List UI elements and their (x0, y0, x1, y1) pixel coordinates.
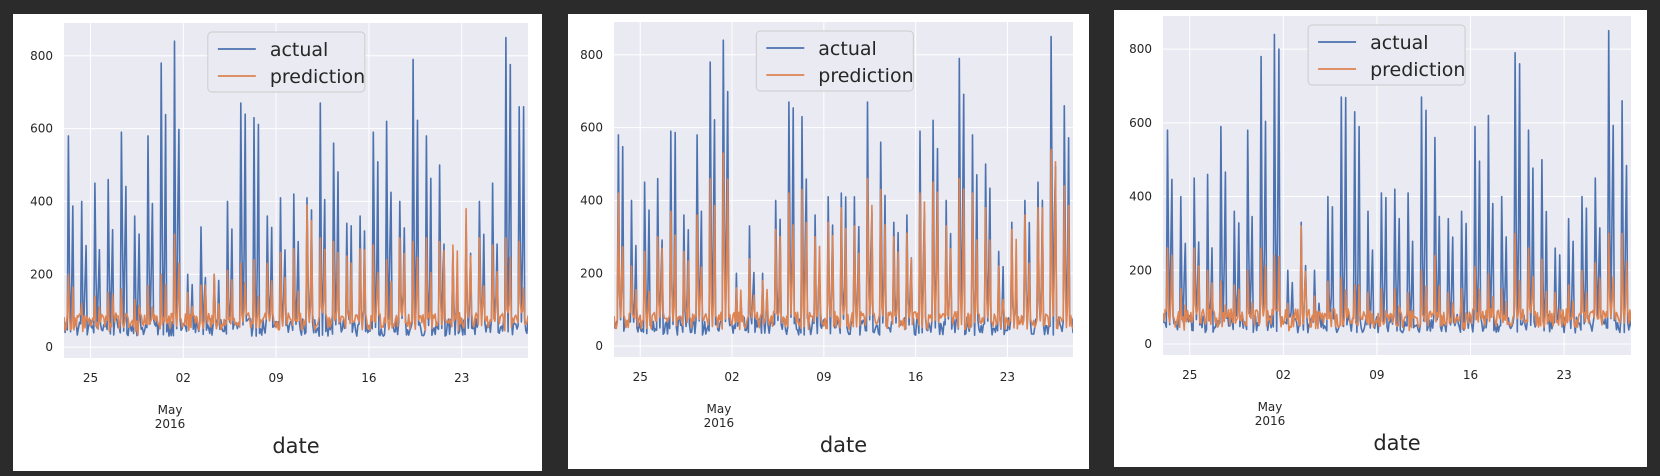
x-tick-label: 16 (361, 371, 376, 385)
x-tick-label: 23 (1557, 368, 1572, 382)
legend-box (207, 31, 366, 93)
y-tick-label: 800 (30, 49, 53, 63)
y-tick-label: 600 (1129, 116, 1152, 130)
y-tick-label: 800 (1129, 42, 1152, 56)
x-tick-label: 25 (633, 370, 648, 384)
x-axis-label: date (272, 434, 319, 458)
x-axis-label: date (1373, 431, 1420, 455)
y-tick-label: 200 (580, 266, 603, 280)
x-tick-label: 23 (1000, 370, 1015, 384)
y-tick-label: 200 (30, 267, 53, 281)
series-line-prediction (614, 148, 1073, 331)
x-tick-label: 16 (908, 370, 923, 384)
y-tick-label: 0 (45, 340, 53, 354)
x-secondary-label: 2016 (1255, 414, 1286, 428)
x-secondary-label: May (158, 403, 183, 417)
y-tick-label: 800 (580, 48, 603, 62)
y-tick-label: 0 (1144, 337, 1152, 351)
x-tick-label: 25 (83, 371, 98, 385)
chart-panel-2: 0 200 400 600 800 25 02 09 16 23 May 2016 date actual… (568, 14, 1089, 469)
x-tick-label: 09 (816, 370, 831, 384)
chart-panel-3: 0 200 400 600 800 25 02 09 16 23 May 2016 date actual… (1114, 10, 1647, 467)
x-tick-label: 25 (1182, 368, 1197, 382)
y-tick-label: 400 (30, 194, 53, 208)
x-tick-label: 16 (1463, 368, 1478, 382)
legend-label-actual: actual (1370, 32, 1429, 54)
legend-label-prediction: prediction (818, 65, 913, 87)
chart-panel-1: 0 200 400 600 800 25 02 09 16 23 May 2016 date actual… (13, 14, 542, 471)
legend-label-actual: actual (270, 39, 329, 61)
y-tick-label: 400 (580, 193, 603, 207)
y-tick-label: 600 (580, 121, 603, 135)
x-secondary-label: 2016 (704, 416, 735, 430)
y-tick-label: 400 (1129, 190, 1152, 204)
x-tick-label: 02 (1276, 368, 1291, 382)
x-tick-label: 02 (724, 370, 739, 384)
x-secondary-label: May (1258, 400, 1283, 414)
series-line-prediction (1163, 225, 1631, 332)
x-secondary-label: 2016 (155, 417, 186, 431)
x-tick-label: 09 (1369, 368, 1384, 382)
series-line-prediction (64, 204, 528, 336)
y-tick-label: 600 (30, 122, 53, 136)
legend-label-prediction: prediction (1370, 59, 1465, 81)
legend-box (1307, 24, 1466, 86)
y-tick-label: 200 (1129, 263, 1152, 277)
legend-box (755, 30, 914, 92)
x-tick-label: 23 (454, 371, 469, 385)
x-axis-label: date (820, 433, 867, 457)
series-line-actual (1163, 29, 1631, 334)
legend-label-actual: actual (818, 38, 877, 60)
x-tick-label: 09 (268, 371, 283, 385)
y-tick-label: 0 (595, 339, 603, 353)
legend-label-prediction: prediction (270, 66, 365, 88)
x-tick-label: 02 (176, 371, 191, 385)
x-secondary-label: May (707, 402, 732, 416)
